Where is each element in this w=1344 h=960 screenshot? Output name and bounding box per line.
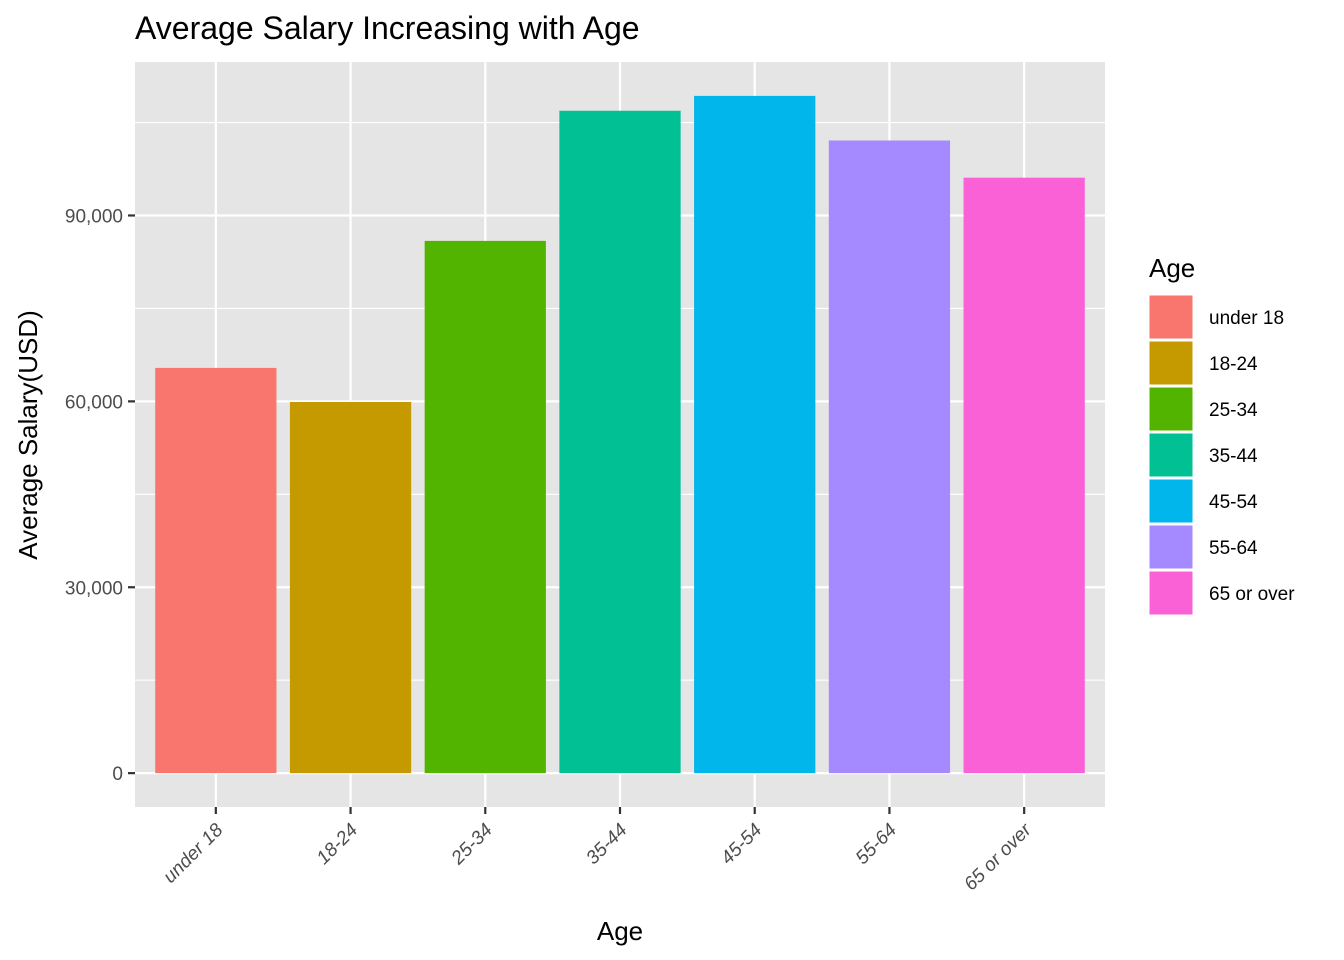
y-tick-label: 0 — [112, 764, 123, 785]
x-tick-label: under 18 — [159, 819, 227, 887]
bar-65-or-over — [963, 177, 1085, 774]
bar-25-34 — [424, 240, 546, 774]
x-tick-label: 55-64 — [852, 820, 901, 869]
legend-label: 35-44 — [1209, 446, 1258, 467]
bar-under-18 — [155, 367, 277, 774]
legend-label: 45-54 — [1209, 492, 1258, 513]
bar-35-44 — [559, 110, 681, 774]
legend-items: under 18 18-24 25-34 35-44 45-54 55-64 65 or o… — [1148, 294, 1295, 616]
x-tick-label: 25-34 — [447, 820, 497, 870]
x-tick-label: 35-44 — [582, 820, 631, 869]
y-tick-label: 90,000 — [65, 206, 123, 227]
x-tick-label: 45-54 — [717, 820, 766, 869]
y-tick-label: 60,000 — [65, 392, 123, 413]
legend-key — [1148, 478, 1194, 524]
bar-55-64 — [828, 140, 951, 774]
y-axis: 0 30,000 60,000 90,000 — [65, 206, 135, 785]
legend-key — [1148, 340, 1194, 386]
x-tick-label: 18-24 — [313, 820, 362, 869]
bar-45-54 — [694, 95, 816, 774]
legend-label: under 18 — [1209, 308, 1284, 329]
legend-key — [1148, 432, 1194, 478]
y-axis-title: Average Salary(USD) — [13, 310, 43, 560]
legend-label: 25-34 — [1209, 400, 1258, 421]
legend: Age under 18 18-24 25-34 35-44 45-54 55-64 65 … — [1148, 253, 1295, 616]
legend-key — [1148, 386, 1194, 432]
x-axis-title: Age — [597, 916, 643, 946]
legend-title: Age — [1149, 253, 1195, 283]
legend-key — [1148, 524, 1194, 570]
legend-label: 55-64 — [1209, 538, 1258, 559]
y-tick-label: 30,000 — [65, 578, 123, 599]
x-tick-label: 65 or over — [960, 819, 1036, 895]
legend-key — [1148, 294, 1194, 340]
x-axis: under 18 18-24 25-34 35-44 45-54 55-64 65 or o… — [159, 807, 1036, 895]
legend-label: 18-24 — [1209, 354, 1258, 375]
legend-label: 65 or over — [1209, 584, 1295, 605]
bars — [155, 95, 1085, 774]
chart-title: Average Salary Increasing with Age — [135, 10, 640, 46]
legend-key — [1148, 570, 1194, 616]
bar-18-24 — [289, 401, 412, 774]
